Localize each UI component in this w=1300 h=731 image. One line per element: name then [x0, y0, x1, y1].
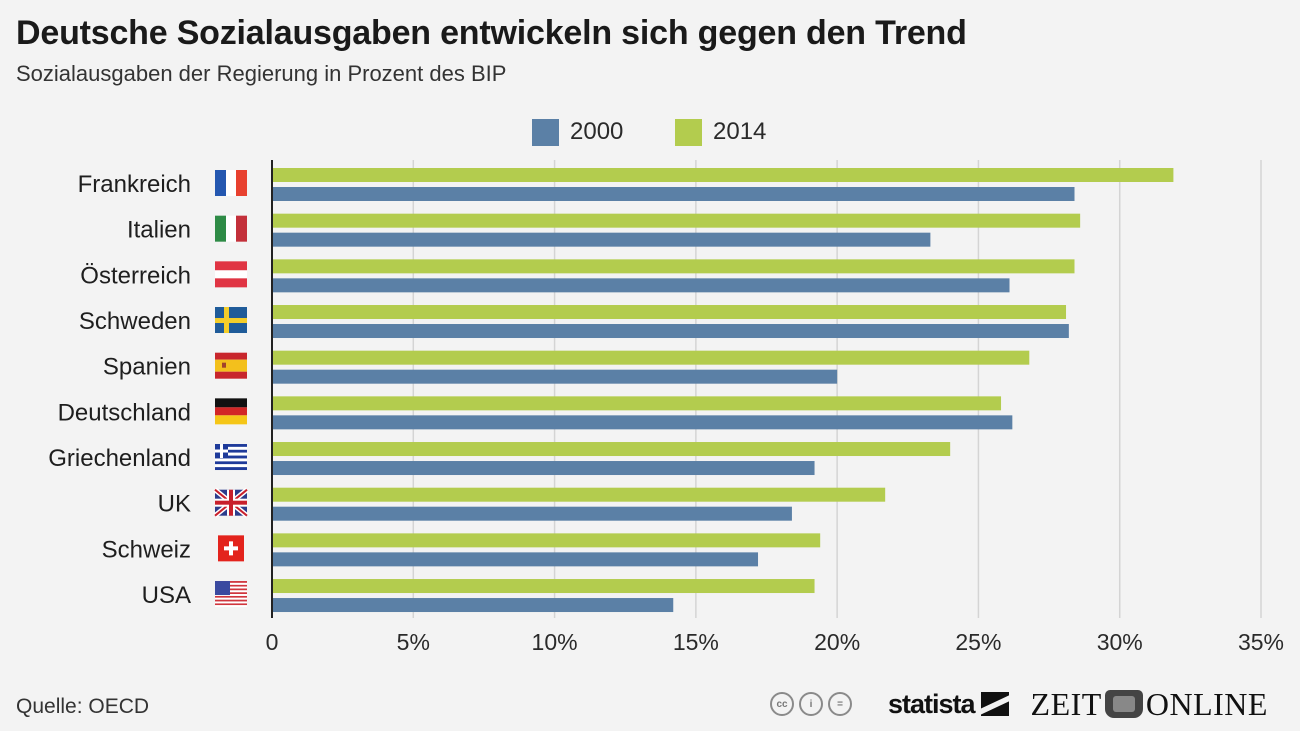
zeit-online-logo[interactable]: ZEIT ONLINE	[1031, 686, 1268, 723]
bar-2000-UK	[272, 506, 792, 521]
x-tick-label: 5%	[397, 629, 430, 655]
statista-mark-icon	[980, 692, 1009, 716]
chart-title: Deutsche Sozialausgaben entwickeln sich …	[16, 14, 967, 52]
bar-2000-Spanien	[272, 369, 838, 384]
legend-item-2014: 2014	[675, 117, 766, 147]
zeit-wordmark-right: ONLINE	[1145, 685, 1268, 722]
flag-italy-icon	[215, 215, 247, 242]
bar-2000-Griechenland	[272, 461, 815, 476]
bars	[272, 168, 1174, 613]
flag-austria-icon	[215, 261, 247, 288]
x-tick-label: 15%	[673, 629, 719, 655]
bar-2000-Österreich	[272, 278, 1010, 293]
nd-icon[interactable]: =	[828, 692, 852, 716]
footer-logos: cc i = statista ZEIT ONLINE	[770, 686, 1268, 722]
category-label: Schweden	[79, 308, 191, 335]
legend-label-2000: 2000	[570, 118, 624, 145]
statista-logo[interactable]: statista	[888, 689, 1009, 720]
category-labels: Frankreich Italien Österreich Schweden Spani…	[48, 171, 191, 609]
flag-greece-icon	[215, 444, 247, 471]
x-tick-label: 20%	[814, 629, 860, 655]
bar-2014-Frankreich	[272, 168, 1174, 182]
bar-2000-Schweiz	[272, 552, 759, 567]
bar-2014-UK	[272, 487, 886, 502]
legend-label-2014: 2014	[713, 118, 767, 145]
category-label: Spanien	[103, 354, 191, 381]
bar-2000-Frankreich	[272, 187, 1075, 201]
x-axis-ticks: 0 5% 10% 15% 20% 25% 30% 35%	[266, 629, 1284, 655]
legend-item-2000: 2000	[532, 117, 623, 147]
category-label: USA	[142, 582, 191, 609]
x-tick-label: 0	[266, 629, 279, 655]
zeit-crest-icon	[1104, 690, 1143, 718]
bar-2014-Griechenland	[272, 442, 951, 457]
flag-spain-icon	[215, 352, 247, 379]
legend-swatch-2014	[675, 118, 702, 146]
category-label: Österreich	[80, 262, 191, 289]
flag-switzerland-icon	[218, 535, 244, 562]
category-label: UK	[158, 491, 191, 518]
bar-2000-USA	[272, 598, 674, 613]
zeit-wordmark-left: ZEIT	[1030, 685, 1102, 722]
chart-subtitle: Sozialausgaben der Regierung in Prozent …	[16, 61, 507, 86]
statista-wordmark: statista	[888, 688, 976, 719]
x-tick-label: 10%	[532, 629, 578, 655]
bar-2000-Schweden	[272, 324, 1069, 339]
bar-2014-Schweden	[272, 305, 1067, 320]
bar-2014-Schweiz	[272, 533, 821, 548]
category-label: Schweiz	[102, 536, 191, 563]
x-tick-label: 25%	[955, 629, 1001, 655]
source-note: Quelle: OECD	[16, 695, 150, 718]
gridlines	[412, 160, 1262, 618]
by-icon[interactable]: i	[799, 692, 823, 716]
bar-2000-Deutschland	[272, 415, 1013, 430]
legend-swatch-2000	[532, 118, 559, 146]
x-tick-label: 30%	[1097, 629, 1143, 655]
flag-sweden-icon	[215, 307, 247, 334]
bar-2014-Österreich	[272, 259, 1075, 274]
flag-uk-icon	[213, 487, 249, 518]
flag-germany-icon	[215, 398, 247, 425]
category-label: Deutschland	[58, 399, 191, 426]
license-icons: cc i =	[770, 692, 852, 716]
category-label: Frankreich	[78, 171, 191, 198]
flag-france-icon	[215, 170, 247, 196]
bar-2014-Italien	[272, 213, 1081, 228]
bar-2014-Spanien	[272, 350, 1030, 365]
flags	[213, 170, 249, 608]
bar-2014-Deutschland	[272, 396, 1002, 411]
bar-2000-Italien	[272, 232, 931, 247]
flag-usa-icon	[215, 581, 247, 608]
bar-2014-USA	[272, 579, 815, 594]
category-label: Griechenland	[48, 445, 191, 472]
x-tick-label: 35%	[1238, 629, 1284, 655]
category-label: Italien	[127, 217, 191, 244]
cc-icon[interactable]: cc	[770, 692, 794, 716]
